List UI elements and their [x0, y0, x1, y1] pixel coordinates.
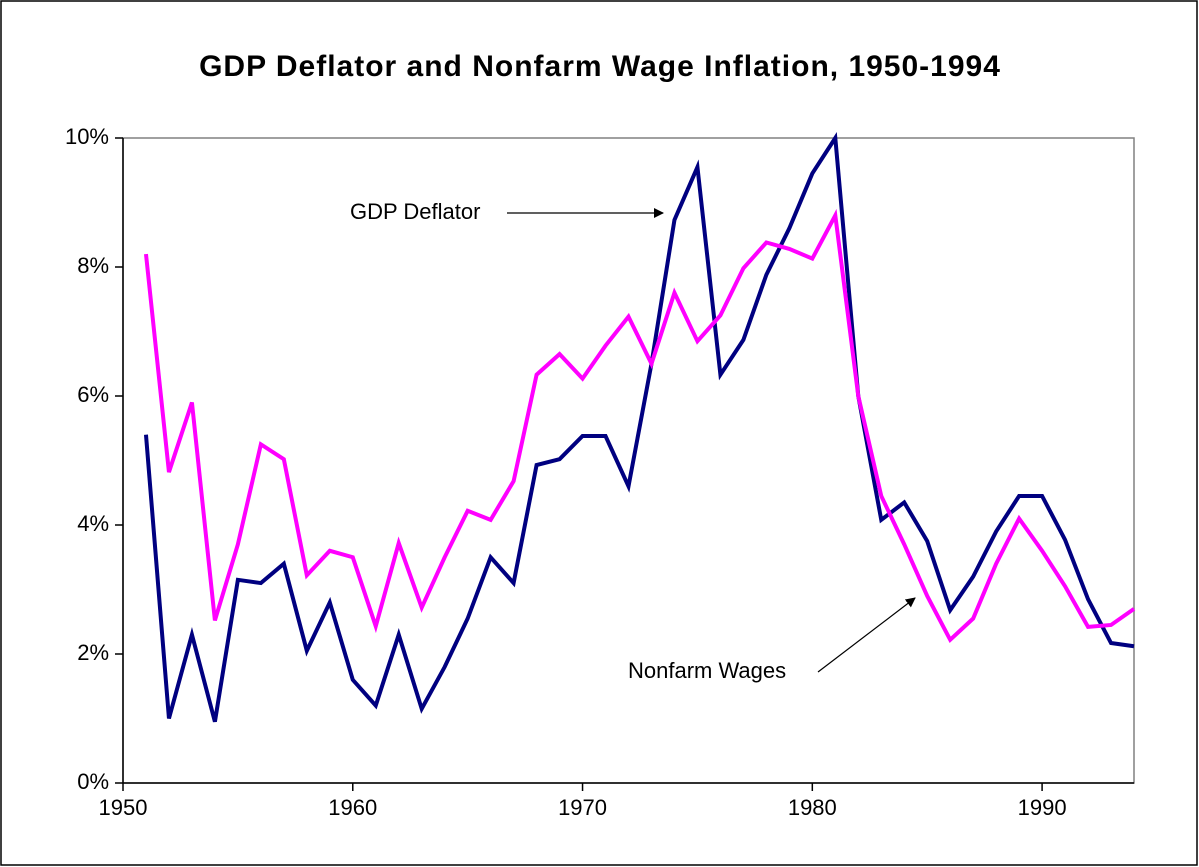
legend-label: GDP Deflator [350, 199, 480, 224]
x-tick-label: 1950 [99, 795, 148, 820]
legend-label: Nonfarm Wages [628, 658, 786, 683]
x-tick-label: 1960 [328, 795, 377, 820]
chart-title: GDP Deflator and Nonfarm Wage Inflation,… [199, 50, 1001, 83]
y-tick-label: 10% [65, 124, 109, 149]
annotation-arrow [817, 597, 916, 673]
series-line [143, 132, 1135, 723]
series-line [143, 208, 1136, 644]
y-tick-label: 8% [77, 253, 109, 278]
x-tick-label: 1980 [788, 795, 837, 820]
x-tick-label: 1970 [558, 795, 607, 820]
y-tick-label: 2% [77, 640, 109, 665]
x-tick-label: 1990 [1018, 795, 1067, 820]
y-tick-label: 0% [77, 769, 109, 794]
y-tick-label: 6% [77, 382, 109, 407]
y-tick-label: 4% [77, 511, 109, 536]
